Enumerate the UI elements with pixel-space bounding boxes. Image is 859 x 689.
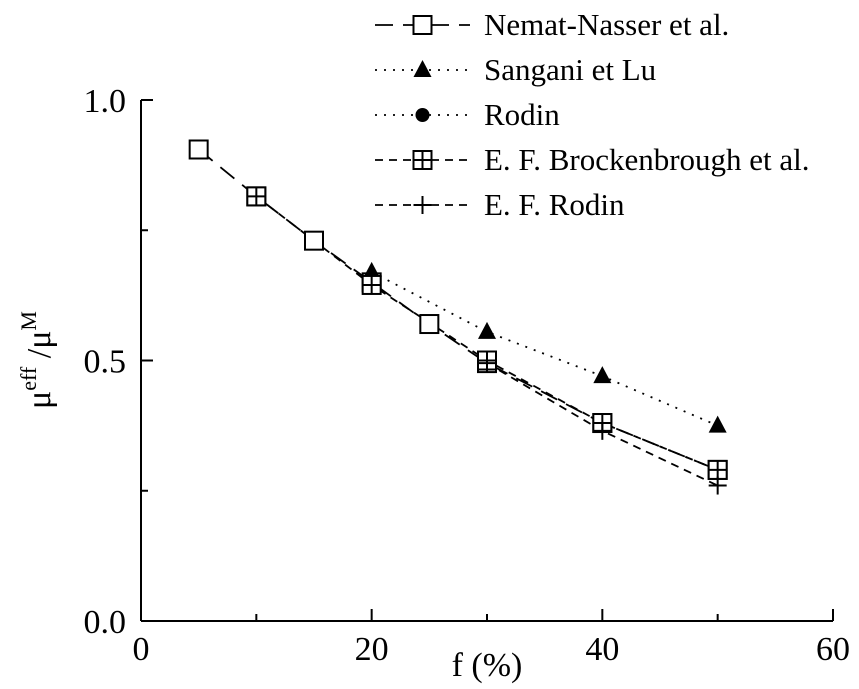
legend-label: Sangani et Lu [484,52,656,87]
legend-marker [413,196,432,214]
series-0-point [188,139,209,160]
series-4-point [478,354,496,373]
x-ticks: 0 20 40 60 [133,609,850,668]
series-4-point [593,421,612,440]
y-axis-label-sup1: eff [16,366,41,391]
y-axis-label-sup2: M [16,311,41,331]
legend-marker [412,15,433,35]
legend-label: Nemat-Nasser et al. [484,7,729,42]
series-1-point [478,321,496,339]
svg-text:μeff /μM: μeff /μM [16,311,58,409]
x-tick-label: 60 [816,631,850,668]
y-axis-label-sep: /μ [21,331,58,367]
y-axis-label: μeff /μM [16,311,58,409]
legend-marker [412,150,433,170]
series-1-point [593,366,612,384]
y-axis-label-main: μ [21,391,58,409]
series-3-point [361,274,382,295]
x-tick-label: 40 [585,631,619,668]
y-ticks: 0.0 0.5 1.0 [84,83,153,641]
y-tick-label: 1.0 [84,83,127,120]
x-tick-label: 20 [355,631,389,668]
y-tick-label: 0.0 [84,604,127,641]
series-3-point [707,459,728,480]
x-axis-label: f (%) [452,647,523,684]
legend-label: E. F. Rodin [484,187,625,222]
series-1-point [362,261,381,279]
series-3-point [246,186,267,207]
series-line-1 [371,271,719,427]
series-1-point [708,415,727,433]
series-0-point [419,314,440,335]
y-tick-label: 0.5 [84,344,127,381]
series-line-0 [198,148,719,471]
legend: Nemat-Nasser et al. Sangani et Lu Rodin E. … [375,7,810,222]
x-tick-label: 0 [133,631,150,668]
series-group [188,139,728,495]
legend-label: E. F. Brockenbrough et al. [484,142,810,177]
legend-label: Rodin [484,97,560,132]
series-0-point [304,230,324,251]
legend-marker [415,108,430,122]
series-4-point [708,476,727,495]
legend-marker [413,60,432,77]
